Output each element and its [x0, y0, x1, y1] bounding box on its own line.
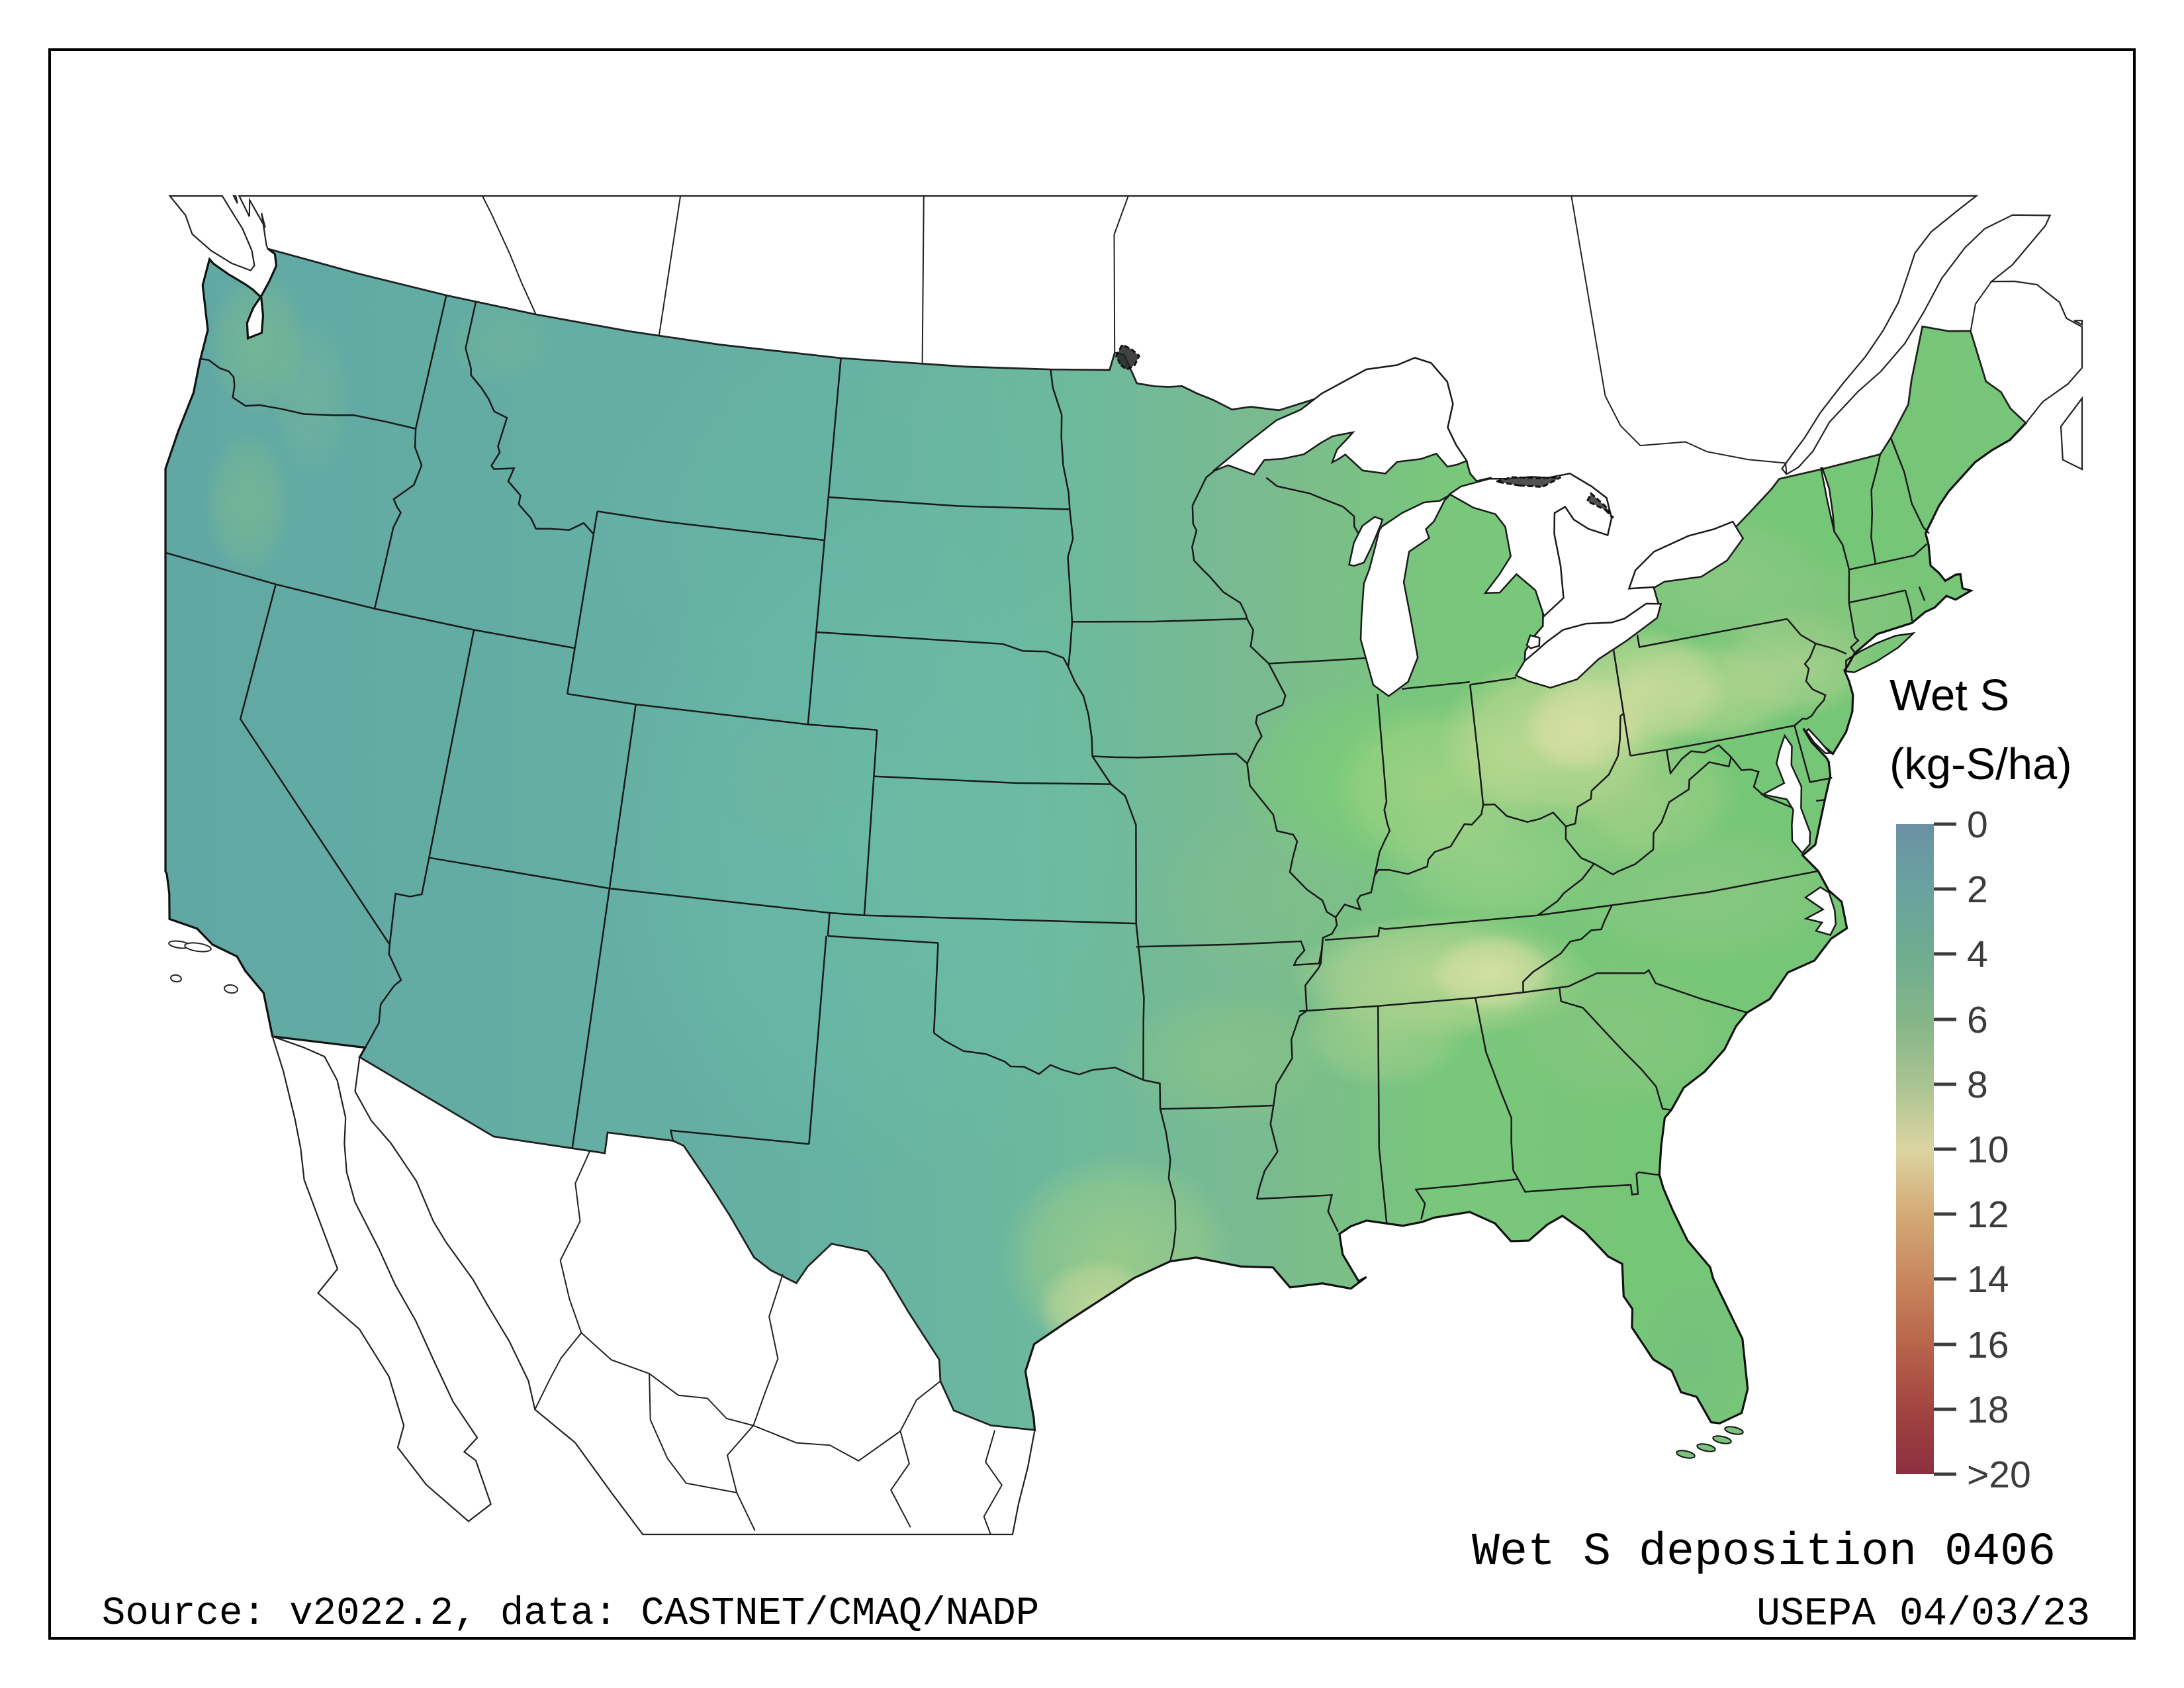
svg-text:12: 12: [1967, 1194, 2009, 1236]
svg-text:8: 8: [1967, 1064, 1988, 1106]
svg-text:Wet S deposition 0406: Wet S deposition 0406: [1472, 1526, 2056, 1579]
svg-text:USEPA 04/03/23: USEPA 04/03/23: [1756, 1592, 2090, 1637]
svg-text:Wet S: Wet S: [1889, 671, 2009, 720]
svg-text:0: 0: [1967, 804, 1988, 846]
svg-text:2: 2: [1967, 868, 1988, 911]
svg-text:18: 18: [1967, 1389, 2009, 1431]
svg-text:(kg-S/ha): (kg-S/ha): [1889, 739, 2072, 789]
svg-text:>20: >20: [1967, 1454, 2031, 1496]
svg-text:16: 16: [1967, 1324, 2009, 1366]
svg-text:6: 6: [1967, 999, 1988, 1041]
svg-text:Source: v2022.2, data: CASTNET: Source: v2022.2, data: CASTNET/CMAQ/NADP: [102, 1591, 1039, 1636]
svg-text:14: 14: [1967, 1258, 2009, 1301]
svg-text:4: 4: [1967, 933, 1988, 976]
svg-text:10: 10: [1967, 1129, 2009, 1171]
